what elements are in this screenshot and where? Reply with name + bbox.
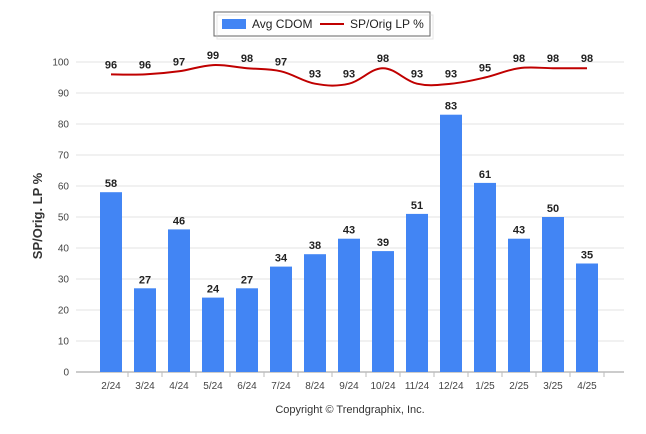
y-axis-title: SP/Orig. LP % bbox=[30, 172, 45, 259]
bar-data-label: 83 bbox=[445, 101, 457, 113]
bar bbox=[576, 263, 598, 372]
bar-data-label: 46 bbox=[173, 215, 185, 227]
y-tick-label: 50 bbox=[58, 213, 70, 224]
legend-label-sp-orig-lp: SP/Orig LP % bbox=[350, 17, 424, 31]
bar-data-label: 35 bbox=[581, 250, 593, 262]
x-tick-label: 8/24 bbox=[305, 381, 325, 392]
line-data-label: 96 bbox=[105, 59, 117, 71]
line-data-label: 97 bbox=[275, 56, 287, 68]
y-tick-label: 30 bbox=[58, 275, 70, 286]
y-tick-label: 10 bbox=[58, 337, 70, 348]
line-data-label: 97 bbox=[173, 56, 185, 68]
bar bbox=[338, 238, 360, 372]
copyright-text: Copyright © Trendgraphix, Inc. bbox=[275, 404, 424, 416]
bar bbox=[202, 297, 224, 372]
bar bbox=[508, 238, 530, 372]
bar-data-label: 24 bbox=[207, 284, 220, 296]
x-axis: 2/24 3/24 4/24 5/24 6/24 7/24 8/24 9/24 10/24 11/… bbox=[101, 372, 605, 392]
x-tick-label: 6/24 bbox=[237, 381, 257, 392]
y-tick-label: 70 bbox=[58, 151, 70, 162]
bar bbox=[474, 182, 496, 372]
bar-data-label: 58 bbox=[105, 178, 117, 190]
line-data-label: 93 bbox=[445, 69, 457, 81]
y-tick-label: 0 bbox=[63, 368, 69, 379]
y-axis: 0 10 20 30 40 50 60 70 80 90 100 bbox=[52, 58, 69, 379]
bars: 58 27 46 24 27 34 38 43 39 51 83 61 43 50 35 bbox=[100, 101, 598, 372]
line-series: 96 96 97 99 98 97 93 93 98 93 93 95 98 98 98 bbox=[105, 50, 593, 87]
bar-data-label: 50 bbox=[547, 203, 559, 215]
bar bbox=[372, 251, 394, 372]
line-data-label: 98 bbox=[241, 53, 253, 65]
line-data-label: 95 bbox=[479, 63, 491, 75]
line-data-label: 99 bbox=[207, 50, 219, 62]
bar bbox=[304, 254, 326, 372]
y-tick-label: 100 bbox=[52, 58, 69, 69]
x-tick-label: 9/24 bbox=[339, 381, 359, 392]
x-tick-label: 4/24 bbox=[169, 381, 189, 392]
bar bbox=[168, 229, 190, 372]
line-sp-orig-lp bbox=[110, 64, 587, 87]
x-tick-label: 1/25 bbox=[475, 381, 495, 392]
bar-data-label: 51 bbox=[411, 200, 423, 212]
y-tick-label: 60 bbox=[58, 182, 70, 193]
bar-data-label: 34 bbox=[275, 253, 288, 265]
line-data-label: 93 bbox=[411, 69, 423, 81]
bar bbox=[406, 213, 428, 372]
x-tick-label: 10/24 bbox=[370, 381, 395, 392]
y-tick-label: 90 bbox=[58, 89, 70, 100]
x-tick-label: 5/24 bbox=[203, 381, 223, 392]
legend: Avg CDOM SP/Orig LP % bbox=[213, 11, 434, 40]
legend-swatch-avg-cdom bbox=[222, 19, 246, 29]
x-tick-label: 7/24 bbox=[271, 381, 291, 392]
bar-data-label: 43 bbox=[343, 225, 355, 237]
bar-data-label: 43 bbox=[513, 225, 525, 237]
line-data-label: 98 bbox=[377, 53, 389, 65]
bar-data-label: 39 bbox=[377, 237, 389, 249]
line-data-label: 98 bbox=[513, 53, 525, 65]
line-data-label: 93 bbox=[343, 69, 355, 81]
x-tick-label: 12/24 bbox=[438, 381, 463, 392]
bar-data-label: 27 bbox=[241, 274, 253, 286]
bar bbox=[236, 288, 258, 372]
legend-label-avg-cdom: Avg CDOM bbox=[252, 17, 312, 31]
x-tick-label: 2/25 bbox=[509, 381, 529, 392]
bar bbox=[440, 114, 462, 372]
bar bbox=[134, 288, 156, 372]
x-tick-label: 3/25 bbox=[543, 381, 563, 392]
bar bbox=[100, 192, 122, 372]
y-tick-label: 80 bbox=[58, 120, 70, 131]
x-tick-label: 11/24 bbox=[405, 381, 430, 392]
bar bbox=[542, 217, 564, 372]
bar bbox=[270, 266, 292, 372]
line-data-label: 98 bbox=[581, 53, 593, 65]
bar-data-label: 38 bbox=[309, 240, 321, 252]
y-tick-label: 20 bbox=[58, 306, 70, 317]
bar-data-label: 61 bbox=[479, 169, 491, 181]
line-data-label: 93 bbox=[309, 69, 321, 81]
bar-data-label: 27 bbox=[139, 274, 151, 286]
y-tick-label: 40 bbox=[58, 244, 70, 255]
line-data-label: 96 bbox=[139, 59, 151, 71]
x-tick-label: 2/24 bbox=[101, 381, 121, 392]
x-tick-label: 4/25 bbox=[577, 381, 597, 392]
line-data-label: 98 bbox=[547, 53, 559, 65]
x-tick-label: 3/24 bbox=[135, 381, 155, 392]
